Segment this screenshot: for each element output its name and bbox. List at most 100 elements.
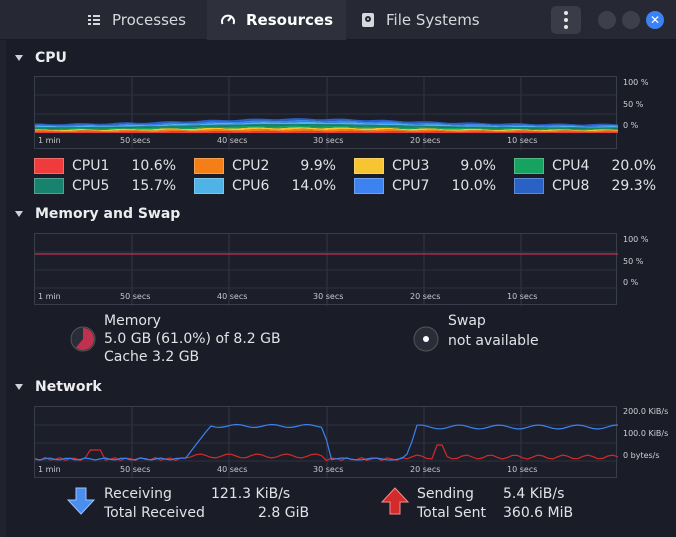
memory-time-label: 20 secs xyxy=(410,292,441,301)
network-time-label: 1 min xyxy=(38,465,61,474)
cpu-legend-item[interactable]: CPU3 9.0% xyxy=(354,157,496,175)
menu-button[interactable] xyxy=(551,6,581,34)
cpu-section-header[interactable]: CPU xyxy=(12,50,67,66)
expander-icon xyxy=(15,55,23,61)
cpu-name: CPU6 xyxy=(232,178,270,194)
cpu-area-7 xyxy=(35,119,618,127)
memory-label: Memory xyxy=(104,313,161,329)
send-arrow-icon xyxy=(380,487,410,515)
cpu-legend-item[interactable]: CPU7 10.0% xyxy=(354,177,496,195)
cpu-area-5 xyxy=(35,124,618,129)
cpu-time-label: 30 secs xyxy=(313,136,344,145)
memory-time-label: 50 secs xyxy=(120,292,151,301)
cpu-legend-item[interactable]: CPU8 29.3% xyxy=(514,177,656,195)
cpu-area-1 xyxy=(35,130,618,133)
network-time-label: 30 secs xyxy=(313,465,344,474)
tab-resources[interactable]: Resources xyxy=(207,0,346,40)
tab-processes[interactable]: Processes xyxy=(86,0,208,40)
color-swatch[interactable] xyxy=(354,178,384,194)
memory-time-label: 10 secs xyxy=(507,292,538,301)
cpu-y-label-50: 50 % xyxy=(623,100,644,109)
cpu-name: CPU4 xyxy=(552,158,590,174)
cpu-time-label: 50 secs xyxy=(120,136,151,145)
cpu-name: CPU7 xyxy=(392,178,430,194)
cpu-title: CPU xyxy=(35,50,67,66)
minimize-button[interactable] xyxy=(598,11,616,29)
memory-cache: Cache 3.2 GB xyxy=(104,349,200,365)
cpu-name: CPU2 xyxy=(232,158,270,174)
network-y-label-0: 0 bytes/s xyxy=(623,451,660,460)
cpu-usage: 29.3% xyxy=(611,178,656,194)
cpu-history-graph xyxy=(34,76,618,150)
cpu-time-label: 20 secs xyxy=(410,136,441,145)
header-bar: Processes Resources File Systems ✕ xyxy=(0,0,676,40)
total-received-label: Total Received xyxy=(104,505,205,521)
network-graph-canvas xyxy=(35,407,618,479)
cpu-usage: 10.0% xyxy=(451,178,496,194)
sending-label: Sending xyxy=(417,486,474,502)
cpu-legend-item[interactable]: CPU2 9.9% xyxy=(194,157,336,175)
memory-section-header[interactable]: Memory and Swap xyxy=(12,206,180,222)
cpu-legend-item[interactable]: CPU1 10.6% xyxy=(34,157,176,175)
maximize-button[interactable] xyxy=(622,11,640,29)
cpu-name: CPU3 xyxy=(392,158,430,174)
cpu-name: CPU5 xyxy=(72,178,110,194)
cpu-time-label: 1 min xyxy=(38,136,61,145)
color-swatch[interactable] xyxy=(514,158,544,174)
network-y-label-100: 100.0 KiB/s xyxy=(623,429,669,438)
color-swatch[interactable] xyxy=(194,158,224,174)
cpu-usage: 9.9% xyxy=(300,158,336,174)
disk-icon xyxy=(360,12,376,28)
swap-pie-icon xyxy=(413,326,439,352)
memory-time-label: 40 secs xyxy=(217,292,248,301)
network-receive-line xyxy=(35,423,618,461)
memory-usage: 5.0 GB (61.0%) of 8.2 GB xyxy=(104,331,281,347)
receive-arrow-icon xyxy=(66,487,96,515)
network-time-label: 10 secs xyxy=(507,465,538,474)
cpu-usage: 10.6% xyxy=(131,158,176,174)
color-swatch[interactable] xyxy=(34,178,64,194)
memory-history-graph xyxy=(34,233,618,306)
list-icon xyxy=(86,12,102,28)
network-time-label: 20 secs xyxy=(410,465,441,474)
cpu-time-label: 40 secs xyxy=(217,136,248,145)
memory-time-label: 1 min xyxy=(38,292,61,301)
cpu-area-2 xyxy=(35,128,618,133)
memory-graph-canvas xyxy=(35,234,618,306)
network-section-header[interactable]: Network xyxy=(12,379,102,395)
cpu-legend-item[interactable]: CPU5 15.7% xyxy=(34,177,176,195)
total-sent-label: Total Sent xyxy=(417,505,487,521)
cpu-area-6 xyxy=(35,121,618,128)
total-sent-value: 360.6 MiB xyxy=(503,505,574,521)
expander-icon xyxy=(15,211,23,217)
cpu-y-label-100: 100 % xyxy=(623,78,649,87)
cpu-time-label: 10 secs xyxy=(507,136,538,145)
memory-y-label-0: 0 % xyxy=(623,278,639,287)
cpu-y-label-0: 0 % xyxy=(623,121,639,130)
cpu-usage: 9.0% xyxy=(460,158,496,174)
network-time-label: 50 secs xyxy=(120,465,151,474)
cpu-legend-item[interactable]: CPU4 20.0% xyxy=(514,157,656,175)
cpu-name: CPU8 xyxy=(552,178,590,194)
network-y-label-200: 200.0 KiB/s xyxy=(623,407,669,416)
memory-y-label-50: 50 % xyxy=(623,257,644,266)
close-button[interactable]: ✕ xyxy=(646,11,664,29)
receiving-label: Receiving xyxy=(104,486,172,502)
swap-label: Swap xyxy=(448,313,486,329)
color-swatch[interactable] xyxy=(194,178,224,194)
tab-file-systems[interactable]: File Systems xyxy=(346,0,506,40)
tab-file-systems-label: File Systems xyxy=(386,11,480,29)
cpu-usage: 20.0% xyxy=(611,158,656,174)
cpu-usage: 14.0% xyxy=(291,178,336,194)
cpu-area-8 xyxy=(35,118,618,126)
color-swatch[interactable] xyxy=(34,158,64,174)
cpu-name: CPU1 xyxy=(72,158,110,174)
color-swatch[interactable] xyxy=(514,178,544,194)
color-swatch[interactable] xyxy=(354,158,384,174)
cpu-area-3 xyxy=(35,127,618,132)
receiving-value: 121.3 KiB/s xyxy=(211,486,291,502)
tab-resources-label: Resources xyxy=(245,11,334,29)
cpu-area-4 xyxy=(35,125,618,131)
memory-time-label: 30 secs xyxy=(313,292,344,301)
cpu-legend-item[interactable]: CPU6 14.0% xyxy=(194,177,336,195)
